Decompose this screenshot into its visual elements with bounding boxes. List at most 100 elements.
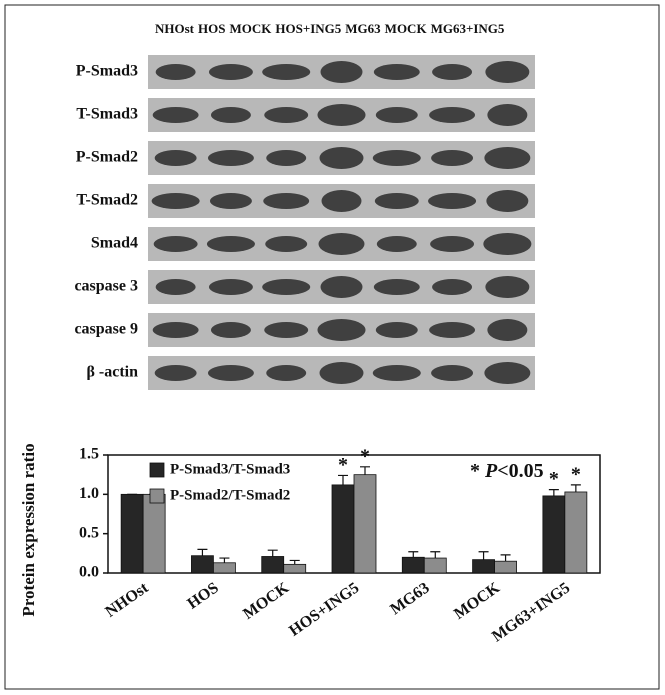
- band: [318, 319, 366, 341]
- band: [156, 279, 196, 295]
- row-label: T-Smad3: [76, 106, 138, 123]
- band: [153, 322, 199, 338]
- lane-label: HOS: [198, 21, 225, 36]
- x-tick-label: NHOst: [102, 579, 152, 621]
- bar: [121, 494, 143, 573]
- band: [207, 236, 255, 252]
- x-tick-label: MG63: [387, 579, 432, 618]
- band: [263, 193, 309, 209]
- error-bar: [268, 550, 278, 556]
- band: [485, 61, 529, 83]
- band: [484, 147, 530, 169]
- bar: [191, 556, 213, 573]
- error-bar: [430, 552, 440, 558]
- x-tick-label: MG63+ING5: [489, 579, 573, 645]
- y-tick-label: 0.0: [79, 564, 99, 581]
- band: [154, 236, 198, 252]
- band: [429, 107, 475, 123]
- band: [155, 150, 197, 166]
- band: [320, 147, 364, 169]
- band: [153, 107, 199, 123]
- row-label: P-Smad3: [76, 63, 138, 80]
- band: [266, 150, 306, 166]
- band: [373, 365, 421, 381]
- band: [155, 365, 197, 381]
- band: [429, 322, 475, 338]
- band: [208, 365, 254, 381]
- band: [319, 233, 365, 255]
- band: [321, 276, 363, 298]
- bar: [262, 556, 284, 573]
- band: [483, 233, 531, 255]
- lane-label: MG63+ING5: [431, 21, 505, 36]
- bar: [332, 485, 354, 573]
- legend-label: P-Smad2/T-Smad2: [170, 487, 290, 503]
- significance-mark: *: [360, 445, 370, 467]
- annotation: * P<0.05: [470, 460, 544, 482]
- row-label: caspase 3: [74, 278, 138, 295]
- x-tick-label: HOS+ING5: [286, 579, 362, 639]
- band: [374, 64, 420, 80]
- band: [484, 362, 530, 384]
- band: [266, 365, 306, 381]
- band: [322, 190, 362, 212]
- band: [262, 279, 310, 295]
- row-label: caspase 9: [74, 321, 138, 338]
- y-tick-label: 1.5: [79, 446, 99, 463]
- y-tick-label: 1.0: [79, 485, 99, 502]
- band: [264, 322, 308, 338]
- band: [262, 64, 310, 80]
- error-bar: [408, 552, 418, 558]
- legend-swatch: [150, 463, 164, 477]
- band: [375, 193, 419, 209]
- row-label: T-Smad2: [76, 192, 138, 209]
- row-label: β -actin: [86, 364, 138, 381]
- bar: [402, 557, 424, 573]
- band: [374, 279, 420, 295]
- band: [208, 150, 254, 166]
- band: [211, 107, 251, 123]
- legend-label: P-Smad3/T-Smad3: [170, 461, 290, 477]
- band: [264, 107, 308, 123]
- x-tick-label: MOCK: [451, 579, 503, 623]
- lane-label: NHOst: [155, 21, 195, 36]
- error-bar: [360, 467, 370, 475]
- band: [210, 193, 252, 209]
- bar: [565, 492, 587, 573]
- bar: [543, 496, 565, 573]
- band: [428, 193, 476, 209]
- y-axis-label: Protein expression ratio: [19, 443, 38, 616]
- error-bar: [549, 490, 559, 496]
- bar: [354, 475, 376, 573]
- band: [487, 319, 527, 341]
- figure: NHOstHOSMOCKHOS+ING5MG63MOCKMG63+ING5 Pr…: [0, 0, 665, 695]
- y-tick-label: 0.5: [79, 524, 99, 541]
- lane-label: MOCK: [385, 21, 428, 36]
- error-bar: [338, 475, 348, 484]
- error-bar: [501, 555, 511, 561]
- bar: [495, 561, 517, 573]
- significance-mark: *: [338, 454, 348, 476]
- band: [432, 279, 472, 295]
- significance-mark: *: [571, 463, 581, 485]
- annotation-rest: <0.05: [497, 460, 543, 482]
- row-label: P-Smad2: [76, 149, 138, 166]
- band: [318, 104, 366, 126]
- band: [209, 64, 253, 80]
- x-tick-label: MOCK: [240, 579, 292, 623]
- band: [486, 190, 528, 212]
- bar: [284, 564, 306, 573]
- lane-label: HOS+ING5: [275, 21, 341, 36]
- row-label: Smad4: [91, 235, 138, 252]
- bar: [143, 494, 165, 573]
- x-tick-label: HOS: [184, 579, 222, 612]
- bar: [473, 560, 495, 573]
- band: [430, 236, 474, 252]
- error-bar: [479, 552, 489, 560]
- band: [265, 236, 307, 252]
- annotation-p: P: [484, 460, 498, 482]
- band: [156, 64, 196, 80]
- annotation-star: *: [470, 460, 480, 482]
- band: [377, 236, 417, 252]
